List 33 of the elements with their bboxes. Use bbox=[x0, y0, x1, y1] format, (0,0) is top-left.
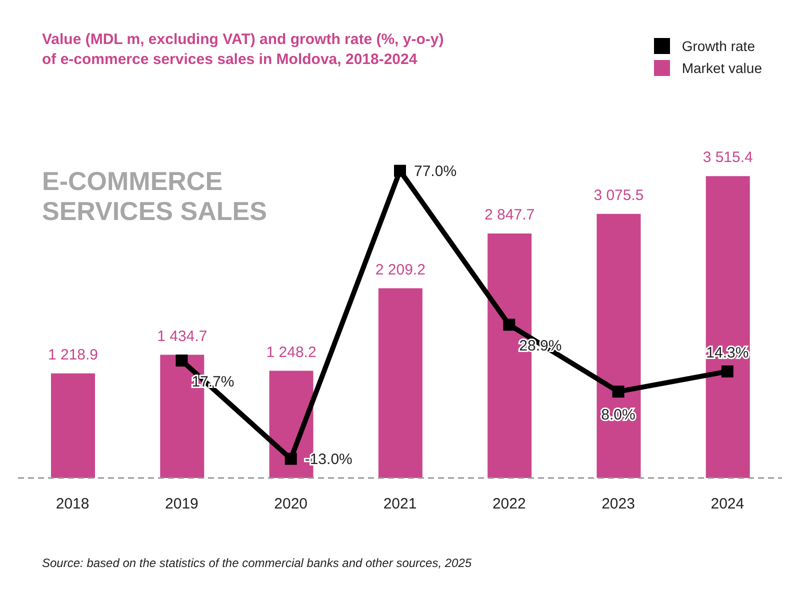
data-label: 1 218.9 bbox=[48, 346, 98, 364]
x-tick-label: 2022 bbox=[492, 496, 526, 513]
source-note: Source: based on the statistics of the commercial banks and other sources, 2025 bbox=[42, 556, 472, 570]
data-label: 2 209.2 bbox=[375, 261, 426, 278]
data-label: 28.9% bbox=[519, 338, 562, 355]
data-label: 8.0% bbox=[601, 406, 636, 424]
point bbox=[394, 164, 406, 177]
annotation: E-COMMERCE SERVICES SALES bbox=[42, 166, 267, 226]
x-tick-label: 2020 bbox=[274, 496, 308, 513]
data-label: 2 847.7 bbox=[484, 206, 535, 224]
legend-label: Growth rate bbox=[682, 38, 755, 54]
bar bbox=[51, 373, 95, 478]
point bbox=[284, 452, 297, 465]
x-tick-label: 2019 bbox=[165, 496, 198, 513]
chart-title: Value (MDL m, excluding VAT) and growth rate (%, y-o-y) of e-commerce services sales in Moldova, 2018-2024 bbox=[42, 30, 444, 70]
bar bbox=[378, 288, 422, 478]
data-label: 14.3% bbox=[706, 344, 749, 362]
data-label: 1 248.2 bbox=[266, 344, 316, 361]
point bbox=[176, 354, 188, 367]
data-label: 1 434.7 bbox=[157, 328, 208, 345]
point bbox=[721, 365, 734, 378]
point bbox=[612, 386, 624, 398]
legend-label: Market value bbox=[682, 60, 762, 76]
data-label: 3 515.4 bbox=[702, 149, 753, 166]
x-tick-label: 2021 bbox=[383, 496, 417, 513]
x-tick-label: 2023 bbox=[602, 496, 635, 513]
x-tick-label: 2018 bbox=[56, 496, 90, 513]
data-label: 77.0% bbox=[414, 162, 457, 180]
point bbox=[503, 318, 516, 331]
bar bbox=[706, 176, 750, 478]
data-label: 3 075.5 bbox=[594, 186, 644, 204]
x-tick-label: 2024 bbox=[710, 496, 744, 513]
bar bbox=[596, 214, 641, 478]
